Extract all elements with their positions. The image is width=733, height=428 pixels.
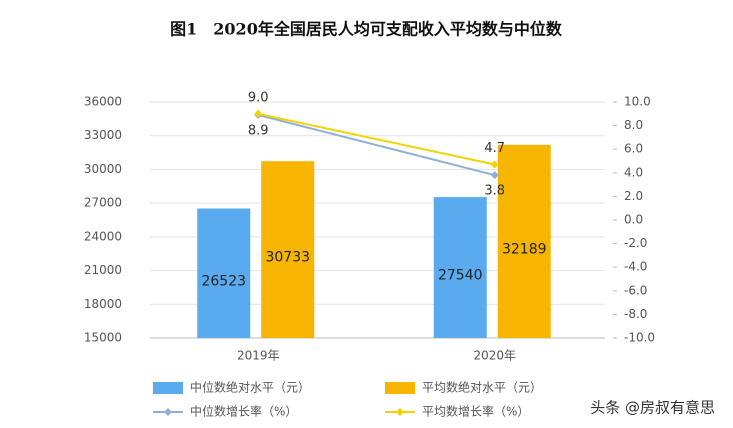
y-tick-label: 18000 (84, 297, 122, 311)
x-tick-label: 2019年 (237, 349, 280, 363)
bar-label: 32189 (502, 241, 547, 257)
y2-tick-label: -4.0 (624, 260, 647, 274)
y2-tick-label: -10.0 (624, 331, 655, 345)
legend-marker (396, 408, 404, 416)
legend-label: 中位数增长率（%） (190, 404, 297, 419)
y2-tick-label: 6.0 (624, 142, 643, 156)
line (258, 112, 495, 166)
y2-tick-label: 10.0 (624, 95, 651, 109)
line-marker (490, 171, 499, 180)
line-label: 9.0 (248, 90, 269, 105)
bar-label: 30733 (265, 250, 310, 266)
y-tick-label: 36000 (84, 95, 122, 109)
y2-tick-label: -6.0 (624, 283, 647, 297)
bar-label: 27540 (438, 268, 483, 284)
y-tick-label: 24000 (84, 229, 122, 243)
line-label: 3.8 (484, 184, 505, 199)
bar (197, 208, 251, 338)
y2-tick-label: -8.0 (624, 307, 647, 321)
legend-marker (164, 408, 172, 416)
y2-tick-label: 2.0 (624, 189, 643, 203)
bar (261, 161, 315, 338)
y2-tick-label: -2.0 (624, 236, 647, 250)
bar (497, 144, 551, 338)
line-marker (490, 160, 499, 169)
watermark: 头条 @房叔有意思 (590, 399, 715, 417)
legend-label: 中位数绝对水平（元） (190, 380, 310, 395)
y-tick-label: 15000 (84, 331, 122, 345)
legend-label: 平均数绝对水平（元） (422, 380, 542, 395)
y2-tick-label: 0.0 (624, 213, 643, 227)
line-label: 4.7 (484, 141, 505, 156)
line-marker (254, 109, 263, 118)
x-tick-label: 2020年 (473, 349, 516, 363)
y-tick-label: 30000 (84, 162, 122, 176)
legend-swatch (153, 382, 183, 394)
line (258, 114, 495, 177)
bar (433, 197, 487, 338)
y-tick-label: 27000 (84, 196, 122, 210)
legend-swatch (385, 382, 415, 394)
line-label: 8.9 (248, 123, 269, 138)
y2-tick-label: 8.0 (624, 118, 643, 132)
bar-label: 26523 (201, 273, 246, 289)
legend-label: 平均数增长率（%） (422, 404, 529, 419)
chart-title: 图1 2020年全国居民人均可支配收入平均数与中位数 (170, 20, 563, 39)
y2-tick-label: 4.0 (624, 165, 643, 179)
y-tick-label: 21000 (84, 263, 122, 277)
y-tick-label: 33000 (84, 128, 122, 142)
